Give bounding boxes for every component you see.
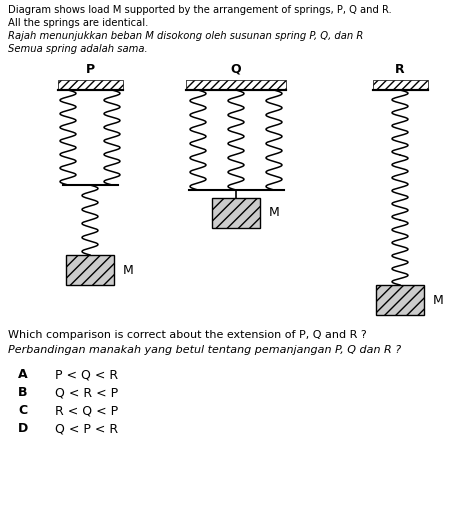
Text: Q < R < P: Q < R < P xyxy=(55,386,118,399)
Text: D: D xyxy=(18,422,28,435)
Bar xyxy=(66,255,114,285)
Text: M: M xyxy=(433,294,444,306)
Bar xyxy=(212,198,260,228)
Text: R < Q < P: R < Q < P xyxy=(55,404,118,417)
Text: P < Q < R: P < Q < R xyxy=(55,368,118,381)
Bar xyxy=(372,80,428,90)
Text: R: R xyxy=(395,63,405,76)
Text: P: P xyxy=(85,63,94,76)
Text: Q < P < R: Q < P < R xyxy=(55,422,118,435)
Bar xyxy=(186,80,286,90)
Text: Perbandingan manakah yang betul tentang pemanjangan P, Q dan R ?: Perbandingan manakah yang betul tentang … xyxy=(8,345,401,355)
Text: Rajah menunjukkan beban M disokong oleh susunan spring P, Q, dan R: Rajah menunjukkan beban M disokong oleh … xyxy=(8,31,363,41)
Text: All the springs are identical.: All the springs are identical. xyxy=(8,18,148,28)
Text: B: B xyxy=(18,386,27,399)
Bar xyxy=(58,80,123,90)
Bar xyxy=(376,285,424,315)
Text: A: A xyxy=(18,368,28,381)
Text: Diagram shows load M supported by the arrangement of springs, P, Q and R.: Diagram shows load M supported by the ar… xyxy=(8,5,392,15)
Text: C: C xyxy=(18,404,27,417)
Text: Which comparison is correct about the extension of P, Q and R ?: Which comparison is correct about the ex… xyxy=(8,330,367,340)
Text: Semua spring adalah sama.: Semua spring adalah sama. xyxy=(8,44,148,54)
Text: M: M xyxy=(269,207,280,219)
Text: M: M xyxy=(123,264,134,277)
Text: Q: Q xyxy=(231,63,241,76)
